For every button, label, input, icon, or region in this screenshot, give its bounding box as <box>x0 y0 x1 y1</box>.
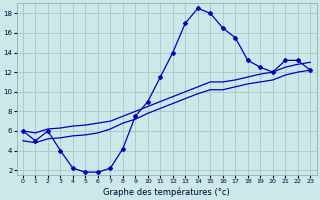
X-axis label: Graphe des températures (°c): Graphe des températures (°c) <box>103 187 230 197</box>
